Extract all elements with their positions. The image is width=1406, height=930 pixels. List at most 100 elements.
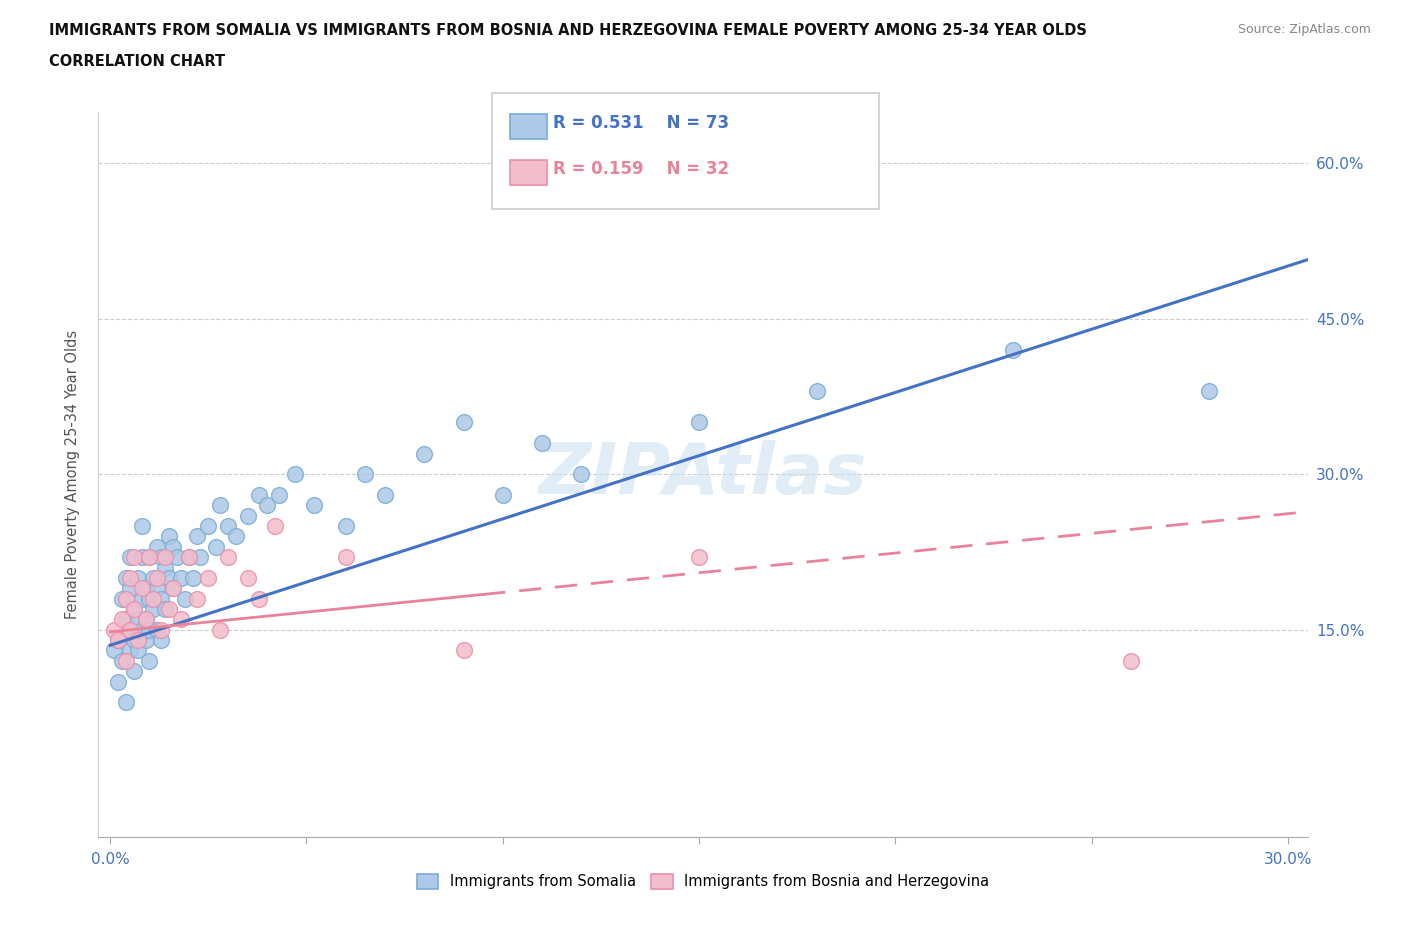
- Point: [284, 467, 307, 482]
- Point: [135, 581, 157, 596]
- Point: [111, 612, 134, 627]
- Point: [374, 487, 396, 502]
- Point: [197, 570, 219, 585]
- Point: [205, 539, 228, 554]
- Point: [157, 602, 180, 617]
- Point: [111, 654, 134, 669]
- Point: [267, 487, 290, 502]
- Point: [247, 591, 270, 606]
- Point: [127, 632, 149, 647]
- Point: [135, 632, 157, 647]
- Point: [453, 415, 475, 430]
- Point: [118, 622, 141, 637]
- Point: [138, 550, 160, 565]
- Point: [264, 519, 287, 534]
- Point: [150, 550, 173, 565]
- Point: [256, 498, 278, 512]
- Point: [304, 498, 326, 512]
- Point: [135, 612, 157, 627]
- Point: [225, 529, 247, 544]
- Point: [127, 643, 149, 658]
- Point: [170, 570, 193, 585]
- Point: [186, 529, 208, 544]
- Point: [247, 487, 270, 502]
- Text: Source: ZipAtlas.com: Source: ZipAtlas.com: [1237, 23, 1371, 36]
- Text: IMMIGRANTS FROM SOMALIA VS IMMIGRANTS FROM BOSNIA AND HERZEGOVINA FEMALE POVERTY: IMMIGRANTS FROM SOMALIA VS IMMIGRANTS FR…: [49, 23, 1087, 38]
- Point: [170, 612, 193, 627]
- Point: [138, 654, 160, 669]
- Point: [131, 519, 153, 534]
- Point: [107, 674, 129, 689]
- Point: [142, 591, 165, 606]
- Point: [122, 602, 145, 617]
- Point: [122, 632, 145, 647]
- Point: [162, 581, 184, 596]
- Point: [186, 591, 208, 606]
- Point: [131, 581, 153, 596]
- Point: [115, 695, 138, 710]
- Point: [146, 581, 169, 596]
- Point: [107, 632, 129, 647]
- Point: [335, 519, 357, 534]
- Point: [166, 550, 188, 565]
- Point: [217, 550, 239, 565]
- Point: [162, 539, 184, 554]
- Point: [531, 436, 554, 451]
- Point: [236, 570, 259, 585]
- Point: [453, 643, 475, 658]
- Point: [146, 570, 169, 585]
- Point: [127, 612, 149, 627]
- Point: [217, 519, 239, 534]
- Point: [153, 560, 176, 575]
- Text: ZIPAtlas: ZIPAtlas: [538, 440, 868, 509]
- Point: [146, 539, 169, 554]
- Point: [150, 632, 173, 647]
- Point: [209, 498, 232, 512]
- Point: [1198, 384, 1220, 399]
- Point: [127, 570, 149, 585]
- Point: [118, 570, 141, 585]
- Point: [162, 581, 184, 596]
- Point: [138, 591, 160, 606]
- Point: [103, 643, 125, 658]
- Point: [131, 550, 153, 565]
- Point: [122, 664, 145, 679]
- Point: [1119, 654, 1142, 669]
- Text: R = 0.159    N = 32: R = 0.159 N = 32: [553, 160, 728, 179]
- Point: [413, 446, 436, 461]
- Point: [569, 467, 592, 482]
- Point: [157, 529, 180, 544]
- Point: [115, 570, 138, 585]
- Point: [153, 550, 176, 565]
- Point: [138, 622, 160, 637]
- Point: [131, 591, 153, 606]
- Point: [135, 612, 157, 627]
- Point: [146, 622, 169, 637]
- Point: [103, 622, 125, 637]
- Text: CORRELATION CHART: CORRELATION CHART: [49, 54, 225, 69]
- Point: [197, 519, 219, 534]
- Point: [209, 622, 232, 637]
- Point: [177, 550, 200, 565]
- Y-axis label: Female Poverty Among 25-34 Year Olds: Female Poverty Among 25-34 Year Olds: [65, 330, 80, 618]
- Point: [118, 581, 141, 596]
- Point: [173, 591, 195, 606]
- Point: [118, 622, 141, 637]
- Point: [142, 570, 165, 585]
- Point: [181, 570, 204, 585]
- Point: [122, 602, 145, 617]
- Point: [177, 550, 200, 565]
- Point: [122, 550, 145, 565]
- Point: [115, 654, 138, 669]
- Point: [335, 550, 357, 565]
- Point: [118, 643, 141, 658]
- Point: [150, 622, 173, 637]
- Point: [150, 591, 173, 606]
- Point: [142, 602, 165, 617]
- Text: R = 0.531    N = 73: R = 0.531 N = 73: [553, 113, 728, 132]
- Point: [492, 487, 515, 502]
- Point: [138, 550, 160, 565]
- Point: [153, 602, 176, 617]
- Point: [190, 550, 212, 565]
- Point: [118, 550, 141, 565]
